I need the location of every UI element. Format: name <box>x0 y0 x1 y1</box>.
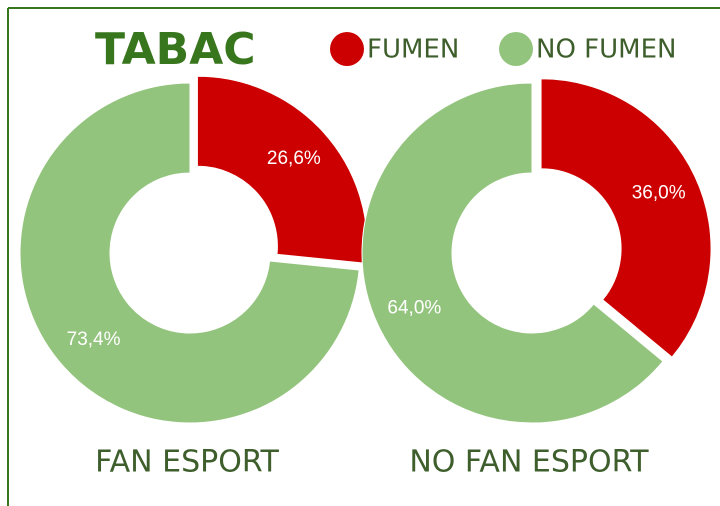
legend-swatch <box>499 32 533 66</box>
value-label: 26,6% <box>267 148 321 169</box>
donut-slice <box>196 75 368 264</box>
chart-title: TABAC <box>95 24 256 75</box>
donut-slice <box>19 82 360 424</box>
donut-slice <box>540 78 712 358</box>
value-label: 73,4% <box>67 329 121 350</box>
value-label: 36,0% <box>632 182 686 203</box>
legend-label: FUMEN <box>367 35 459 65</box>
legend-label: NO FUMEN <box>536 35 676 65</box>
donut-slice <box>361 82 664 424</box>
value-label: 64,0% <box>387 297 441 318</box>
legend-swatch <box>330 32 364 66</box>
chart-subtitle: FAN ESPORT <box>95 445 279 480</box>
chart-subtitle: NO FAN ESPORT <box>409 445 649 480</box>
